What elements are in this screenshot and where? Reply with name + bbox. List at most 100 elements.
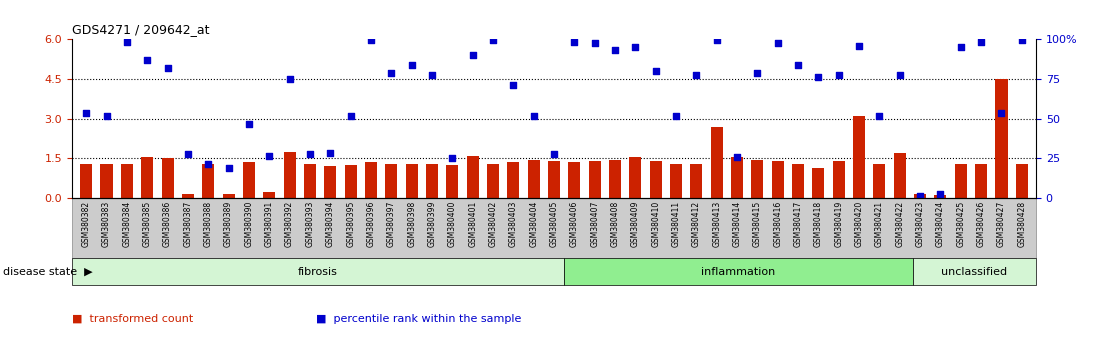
Text: unclassified: unclassified (942, 267, 1007, 277)
Point (78, 110, 95, 116)
Point (443, 156, 461, 161)
Bar (588, 161, 601, 198)
Point (687, 72, 705, 78)
Point (280, 76, 298, 81)
Bar (365, 162, 377, 198)
Bar (527, 160, 540, 198)
Bar (101, 164, 113, 198)
Bar (162, 159, 174, 198)
Bar (975, 164, 987, 198)
Bar (832, 161, 844, 198)
Point (708, 38, 726, 43)
Bar (955, 164, 967, 198)
Point (484, 38, 502, 43)
Bar (649, 161, 661, 198)
Bar (853, 116, 865, 198)
Point (606, 47, 624, 52)
Point (525, 113, 543, 119)
Point (158, 65, 176, 71)
Point (98, 113, 115, 119)
Bar (812, 168, 824, 198)
Bar (121, 164, 133, 198)
Text: ■  percentile rank within the sample: ■ percentile rank within the sample (316, 314, 521, 324)
Point (932, 192, 950, 197)
Text: disease state  ▶: disease state ▶ (3, 267, 93, 277)
Point (647, 68, 665, 74)
Point (403, 63, 421, 68)
Point (769, 40, 787, 46)
Bar (243, 162, 255, 198)
Point (789, 63, 807, 68)
Text: fibrosis: fibrosis (298, 267, 338, 277)
Point (423, 72, 441, 78)
Point (199, 161, 217, 167)
Point (993, 110, 1010, 116)
Bar (914, 194, 926, 198)
Bar (731, 157, 743, 198)
Point (586, 40, 604, 46)
Bar (792, 164, 804, 198)
Point (911, 193, 929, 198)
Bar (751, 160, 763, 198)
Bar (80, 164, 92, 198)
Point (321, 150, 339, 156)
Point (219, 165, 237, 171)
Bar (202, 164, 214, 198)
Point (545, 152, 563, 157)
Bar (304, 164, 316, 198)
Bar (547, 161, 561, 198)
Point (464, 52, 482, 58)
Point (504, 82, 522, 88)
Point (667, 113, 685, 119)
Bar (345, 165, 357, 198)
Point (179, 152, 197, 157)
Bar (325, 166, 337, 198)
Bar (609, 160, 622, 198)
Bar (425, 164, 438, 198)
Text: ■  transformed count: ■ transformed count (72, 314, 193, 324)
Point (382, 70, 400, 76)
Bar (486, 164, 499, 198)
Bar (568, 162, 581, 198)
Bar (1016, 164, 1028, 198)
Point (871, 113, 889, 119)
Bar (873, 164, 885, 198)
Point (810, 75, 828, 80)
Point (341, 113, 359, 119)
Point (260, 153, 278, 159)
Bar (670, 164, 683, 198)
Text: inflammation: inflammation (701, 267, 776, 277)
Bar (466, 156, 479, 198)
Point (138, 57, 156, 63)
Bar (284, 152, 296, 198)
Bar (710, 127, 722, 198)
Bar (995, 79, 1007, 198)
Point (626, 44, 644, 50)
Bar (690, 164, 702, 198)
Bar (386, 164, 398, 198)
Bar (406, 164, 418, 198)
Text: GDS4271 / 209642_at: GDS4271 / 209642_at (72, 23, 209, 36)
Point (972, 39, 989, 45)
Point (565, 39, 583, 45)
Bar (894, 153, 906, 198)
Point (1013, 38, 1030, 43)
Bar (447, 165, 459, 198)
Bar (507, 162, 520, 198)
Point (728, 154, 746, 160)
Point (240, 121, 258, 127)
Bar (264, 193, 276, 198)
Point (119, 39, 136, 45)
Point (301, 152, 319, 157)
Bar (771, 161, 783, 198)
Point (891, 72, 909, 78)
Bar (934, 195, 946, 198)
Point (362, 38, 380, 43)
Point (749, 70, 767, 76)
Bar (223, 194, 235, 198)
Point (952, 44, 970, 50)
Point (850, 43, 868, 48)
Bar (629, 157, 642, 198)
Point (830, 72, 848, 78)
Bar (141, 157, 153, 198)
